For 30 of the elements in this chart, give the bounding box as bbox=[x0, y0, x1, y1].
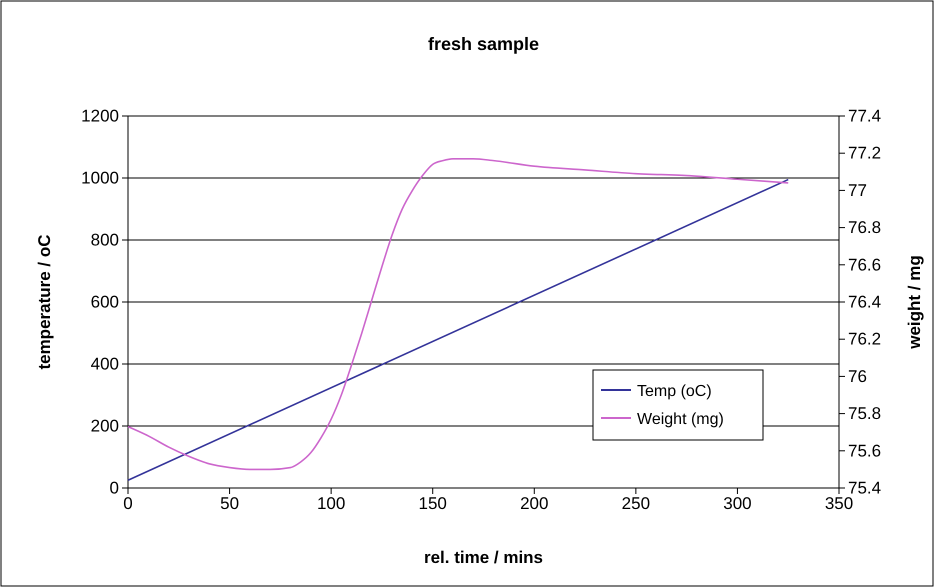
y-tick-label: 1000 bbox=[81, 168, 119, 188]
x-tick-label: 250 bbox=[622, 494, 650, 514]
x-axis-title: rel. time / mins bbox=[424, 548, 544, 567]
y2-tick-label: 77 bbox=[848, 180, 867, 200]
y-tick-label: 200 bbox=[90, 416, 119, 436]
y2-tick-label: 76.8 bbox=[848, 218, 882, 238]
y2-tick-label: 76.6 bbox=[848, 255, 882, 274]
y2-tick-label: 77.2 bbox=[848, 144, 882, 163]
y2-tick-label: 76.4 bbox=[848, 292, 882, 312]
y-tick-label: 0 bbox=[110, 478, 119, 498]
y-axis-title: temperature / oC bbox=[35, 234, 54, 370]
x-tick-label: 50 bbox=[220, 494, 240, 514]
x-tick-label: 150 bbox=[418, 494, 447, 514]
legend-label: Temp (oC) bbox=[637, 383, 712, 400]
chart-title: fresh sample bbox=[428, 34, 540, 54]
y-tick-label: 800 bbox=[90, 230, 119, 250]
legend-label: Weight (mg) bbox=[637, 411, 724, 428]
y2-tick-label: 77.4 bbox=[848, 106, 882, 126]
x-tick-label: 0 bbox=[123, 494, 133, 514]
x-tick-label: 300 bbox=[723, 494, 752, 514]
y2-tick-label: 75.6 bbox=[848, 441, 882, 460]
y-tick-label: 600 bbox=[90, 292, 119, 312]
x-tick-label: 200 bbox=[520, 494, 548, 514]
y2-tick-label: 76 bbox=[848, 366, 867, 386]
y2-tick-label: 75.8 bbox=[848, 404, 882, 424]
y-tick-label: 400 bbox=[90, 354, 119, 374]
y2-tick-label: 76.2 bbox=[848, 330, 882, 349]
y-tick-label: 1200 bbox=[81, 106, 119, 126]
x-tick-label: 100 bbox=[316, 494, 346, 514]
y2-axis-title: weight / mg bbox=[905, 255, 924, 350]
